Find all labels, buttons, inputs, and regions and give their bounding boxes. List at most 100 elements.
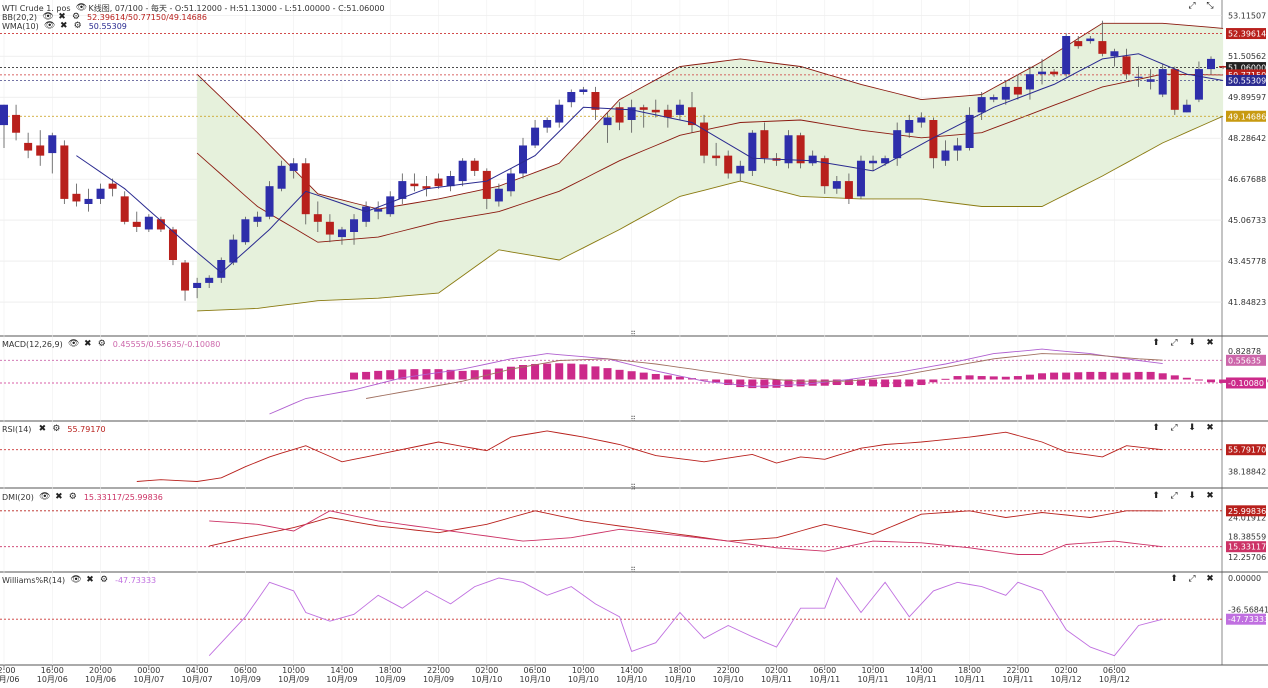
- gear-icon[interactable]: ⚙: [68, 492, 77, 502]
- eye-icon[interactable]: 👁: [44, 21, 56, 31]
- candle: [229, 234, 238, 266]
- expand-icon[interactable]: ⤢: [1170, 491, 1178, 501]
- close-icon[interactable]: ✖: [58, 12, 66, 22]
- x-tick-time: 22:00: [427, 666, 450, 675]
- x-tick-date: 10月/06: [0, 675, 20, 684]
- x-tick-time: 06:00: [234, 666, 257, 675]
- macd-histogram-bar: [1086, 371, 1095, 380]
- candle-body: [362, 206, 371, 222]
- wma-value: 50.55309: [88, 21, 127, 31]
- eye-icon[interactable]: 👁: [68, 339, 80, 349]
- candle-body: [832, 181, 841, 189]
- candle: [12, 104, 21, 141]
- resize-grip[interactable]: ⠿: [630, 415, 636, 424]
- macd-histogram-bar: [893, 379, 902, 388]
- candle-body: [905, 120, 914, 133]
- candle-body: [1038, 71, 1047, 75]
- candle: [784, 130, 793, 169]
- close-icon[interactable]: ✖: [1206, 574, 1214, 584]
- eye-icon[interactable]: 👁: [39, 492, 51, 502]
- move-up-icon[interactable]: ⬆: [1152, 338, 1160, 348]
- macd-histogram-bar: [374, 370, 383, 380]
- eye-icon[interactable]: 👁: [70, 575, 82, 585]
- eye-icon[interactable]: 👁: [75, 3, 88, 13]
- close-icon[interactable]: ✖: [83, 339, 92, 349]
- resize-grip[interactable]: ⠿: [630, 483, 636, 492]
- x-tick-time: 06:00: [1103, 666, 1126, 675]
- resize-grip[interactable]: ⠿: [630, 330, 636, 339]
- candle-body: [36, 145, 45, 156]
- x-tick-date: 10月/06: [37, 675, 68, 684]
- x-tick-time: 22:00: [1006, 666, 1029, 675]
- expand-icon[interactable]: ⤢: [1170, 338, 1178, 348]
- y-tick-label: 45.06733: [1228, 216, 1266, 225]
- eye-icon[interactable]: 👁: [42, 12, 54, 22]
- macd-histogram-bar: [446, 369, 455, 380]
- candle: [48, 132, 57, 174]
- candle-body: [120, 196, 129, 222]
- move-up-icon[interactable]: ⬆: [1152, 491, 1160, 501]
- macd-values: 0.45555/0.55635/-0.10080: [112, 339, 221, 349]
- candle: [1158, 64, 1167, 98]
- candle: [929, 117, 938, 169]
- candle-body: [796, 135, 805, 164]
- candle-body: [603, 117, 612, 126]
- macd-histogram-bar: [844, 379, 853, 386]
- gear-icon[interactable]: ⚙: [73, 21, 82, 31]
- expand-icon[interactable]: ⤢: [1188, 574, 1196, 584]
- candle: [675, 99, 684, 120]
- gear-icon[interactable]: ⚙: [100, 575, 109, 585]
- candle: [567, 89, 576, 108]
- candle: [289, 158, 298, 179]
- candle-body: [84, 198, 93, 204]
- candle-body: [651, 109, 660, 113]
- resize-grip[interactable]: ⠿: [630, 566, 636, 575]
- candle-body: [72, 193, 81, 202]
- close-icon[interactable]: ✖: [38, 424, 47, 434]
- x-tick-time: 14:00: [330, 666, 353, 675]
- dmi-plus-line: [209, 510, 1163, 547]
- candle: [181, 260, 190, 301]
- x-tick-date: 10月/07: [182, 675, 213, 684]
- bb-label: BB(20,2): [2, 12, 38, 22]
- move-up-icon[interactable]: ⬆: [1152, 423, 1160, 433]
- candle-body: [144, 216, 153, 230]
- gear-icon[interactable]: ⚙: [52, 424, 61, 434]
- macd-histogram-bar: [1038, 373, 1047, 380]
- close-icon[interactable]: ✖: [1206, 491, 1214, 501]
- candle-body: [700, 122, 709, 156]
- macd-histogram-bar: [1013, 376, 1022, 380]
- close-icon[interactable]: ✖: [55, 492, 63, 502]
- expand-icon[interactable]: ⤢: [1188, 1, 1196, 11]
- candle-body: [1182, 104, 1191, 113]
- gear-icon[interactable]: ⚙: [97, 339, 106, 349]
- x-tick-date: 10月/11: [954, 675, 985, 684]
- candle-body: [289, 163, 298, 171]
- close-icon[interactable]: ✖: [1206, 423, 1214, 433]
- x-tick-date: 10月/10: [713, 675, 744, 684]
- candle-body: [519, 145, 528, 174]
- macd-y-tick: 0.82878: [1228, 347, 1261, 356]
- collapse-icon[interactable]: ⤡: [1206, 1, 1214, 11]
- candle-body: [1062, 36, 1071, 75]
- candle: [1207, 56, 1215, 75]
- main-header: WTI Crude 1. pos 👁 K线图, 07/100 - 每天 - O:…: [2, 1, 385, 15]
- y-tick-label: 51.50562: [1228, 52, 1266, 61]
- gear-icon[interactable]: ⚙: [71, 12, 81, 22]
- close-icon[interactable]: ✖: [86, 575, 94, 585]
- move-down-icon[interactable]: ⬇: [1188, 491, 1196, 501]
- move-up-icon[interactable]: ⬆: [1170, 574, 1178, 584]
- price-tag-bg: [1226, 62, 1266, 74]
- candle-body: [205, 277, 214, 283]
- candle: [386, 191, 395, 217]
- close-icon[interactable]: ✖: [1206, 338, 1214, 348]
- close-icon[interactable]: ✖: [59, 21, 68, 31]
- move-down-icon[interactable]: ⬇: [1188, 338, 1196, 348]
- move-down-icon[interactable]: ⬇: [1188, 423, 1196, 433]
- candle: [531, 120, 540, 148]
- expand-icon[interactable]: ⤢: [1170, 423, 1178, 433]
- macd-histogram-bar: [434, 369, 443, 380]
- candle: [1146, 69, 1155, 90]
- candle-body: [156, 219, 165, 230]
